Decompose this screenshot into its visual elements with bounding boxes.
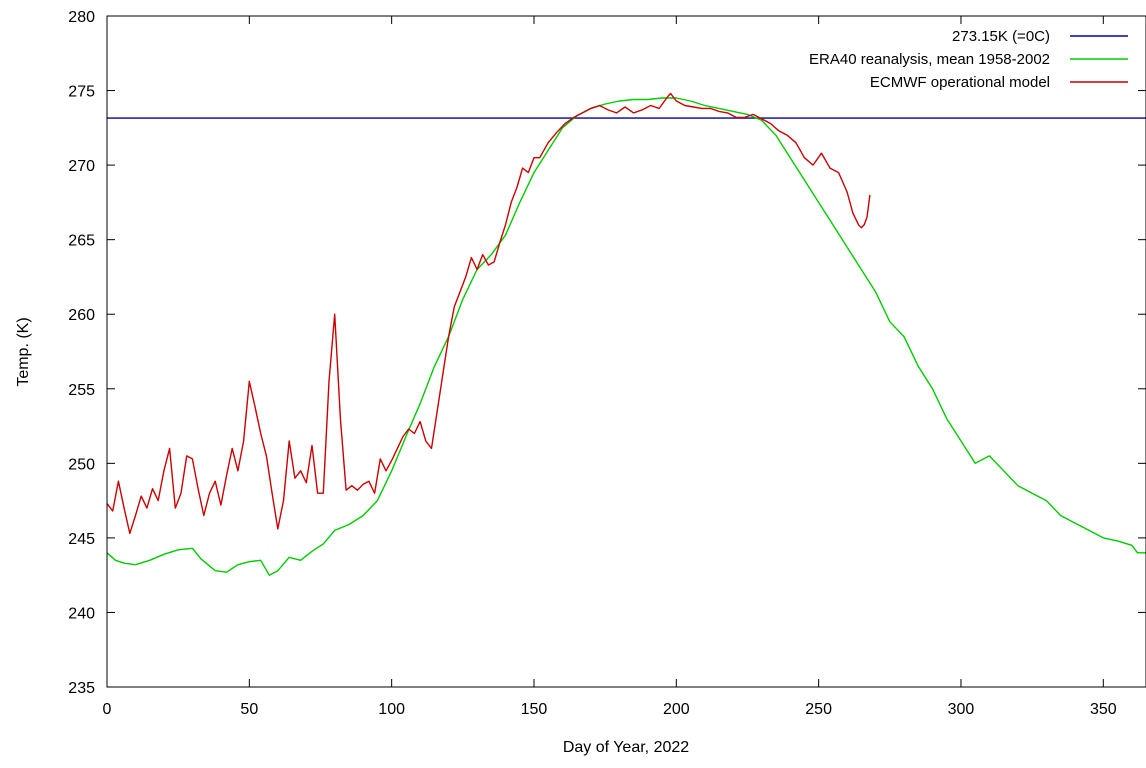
x-tick-label: 100	[378, 701, 405, 718]
y-tick-label: 240	[68, 605, 95, 622]
y-tick-label: 280	[68, 9, 95, 26]
x-tick-label: 0	[103, 701, 112, 718]
y-tick-label: 255	[68, 382, 95, 399]
x-tick-label: 150	[521, 701, 548, 718]
x-axis-label: Day of Year, 2022	[563, 739, 689, 756]
series-layer	[107, 92, 1146, 576]
legend-label: ECMWF operational model	[870, 74, 1050, 91]
y-tick-label: 270	[68, 158, 95, 175]
y-tick-label: 260	[68, 307, 95, 324]
legend: 273.15K (=0C) ERA40 reanalysis, mean 1958…	[809, 28, 1128, 91]
legend-label: ERA40 reanalysis, mean 1958-2002	[809, 51, 1050, 68]
x-tick-label: 350	[1090, 701, 1117, 718]
series-line-era40-reanalysis-mean-1958-2002	[107, 97, 1146, 576]
plot-frame	[106, 15, 1146, 688]
y-tick-label: 245	[68, 531, 95, 548]
ticks-layer: 0 50 100 150 200 250 300 350 235 240 245 250 255 260 2…	[68, 9, 1146, 718]
y-tick-label: 250	[68, 456, 95, 473]
y-tick-label: 265	[68, 233, 95, 250]
x-tick-label: 300	[948, 701, 975, 718]
x-tick-label: 200	[663, 701, 690, 718]
x-tick-label: 50	[240, 701, 258, 718]
y-tick-label: 275	[68, 84, 95, 101]
y-axis-label: Temp. (K)	[15, 317, 32, 386]
x-tick-label: 250	[805, 701, 832, 718]
series-line-ecmwf-operational-model	[107, 92, 871, 535]
legend-label: 273.15K (=0C)	[952, 28, 1050, 45]
y-tick-label: 235	[68, 680, 95, 697]
